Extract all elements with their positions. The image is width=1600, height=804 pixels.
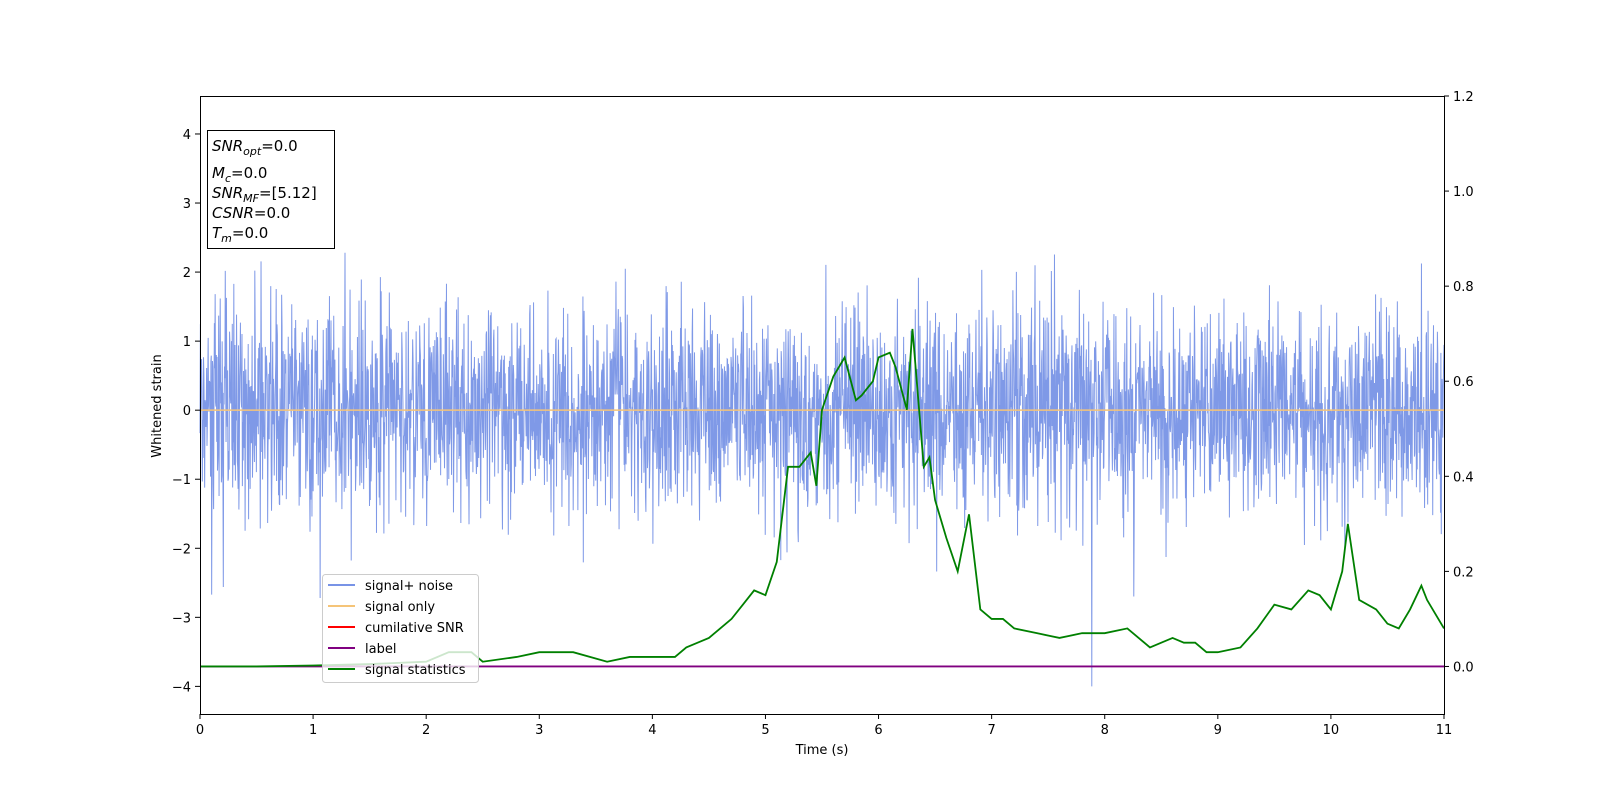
y-tick-label: −1 xyxy=(172,473,191,488)
x-tick-label: 11 xyxy=(1436,723,1453,738)
legend-label-signal-only: signal only xyxy=(365,600,435,615)
legend-label-cumulative-snr: cumilative SNR xyxy=(365,621,464,636)
info-box: SNRopt=0.0 Mc=0.0 SNRMF=[5.12] CSNR=0.0 … xyxy=(207,130,335,249)
x-tick-label: 7 xyxy=(987,723,995,738)
x-tick-label: 2 xyxy=(422,723,430,738)
legend-label-signal-noise: signal+ noise xyxy=(365,579,453,594)
legend-label-signal-statistics: signal statistics xyxy=(365,663,466,678)
x-tick-label: 10 xyxy=(1323,723,1340,738)
x-tick-label: 6 xyxy=(874,723,882,738)
x-tick-label: 8 xyxy=(1101,723,1109,738)
y-tick-label: 2 xyxy=(183,266,191,281)
x-tick-label: 5 xyxy=(761,723,769,738)
y-tick-label: 4 xyxy=(183,128,191,143)
y2-tick-label: 1.2 xyxy=(1453,90,1474,105)
signal-noise-series xyxy=(199,252,1445,687)
y-tick-label: 3 xyxy=(183,197,191,212)
y2-tick-label: 0.4 xyxy=(1453,470,1474,485)
info-mc: Mc=0.0 xyxy=(212,164,267,185)
y-tick-label: −4 xyxy=(172,680,191,695)
plot-frame xyxy=(200,96,1445,715)
y-tick-label: −3 xyxy=(172,611,191,626)
signal-noise-line xyxy=(199,252,1445,687)
info-tm: Tm=0.0 xyxy=(212,224,268,245)
y2-tick-label: 0.8 xyxy=(1453,280,1474,295)
legend-label-label: label xyxy=(365,642,396,657)
y-tick-label: −2 xyxy=(172,542,191,557)
legend-frame xyxy=(322,574,479,683)
info-box-frame xyxy=(207,130,335,249)
x-tick-label: 9 xyxy=(1214,723,1222,738)
y2-axis-ticks: 0.0 0.2 0.4 0.6 0.8 1.0 1.2 xyxy=(1444,90,1474,675)
legend: signal+ noise signal only cumilative SNR… xyxy=(322,574,479,683)
y2-tick-label: 1.0 xyxy=(1453,185,1474,200)
y-axis-label: Whitened strain xyxy=(150,354,165,457)
signal-statistics-line xyxy=(200,328,1445,668)
y-tick-label: 0 xyxy=(183,404,191,419)
x-tick-label: 1 xyxy=(309,723,317,738)
x-tick-label: 4 xyxy=(648,723,656,738)
info-snr-opt: SNRopt=0.0 xyxy=(212,137,298,158)
y-tick-label: 1 xyxy=(183,335,191,350)
x-tick-label: 0 xyxy=(196,723,204,738)
x-axis-ticks: 0 1 2 3 4 5 6 7 8 9 10 11 xyxy=(196,714,1452,738)
info-snr-mf: SNRMF=[5.12] xyxy=(212,184,317,205)
y2-tick-label: 0.0 xyxy=(1453,660,1474,675)
x-tick-label: 3 xyxy=(535,723,543,738)
y-axis-ticks: −4 −3 −2 −1 0 1 2 3 4 xyxy=(172,128,200,695)
y2-tick-label: 0.6 xyxy=(1453,375,1474,390)
info-csnr: CSNR=0.0 xyxy=(212,204,290,222)
y2-tick-label: 0.2 xyxy=(1453,565,1474,580)
x-axis-label: Time (s) xyxy=(795,743,849,758)
